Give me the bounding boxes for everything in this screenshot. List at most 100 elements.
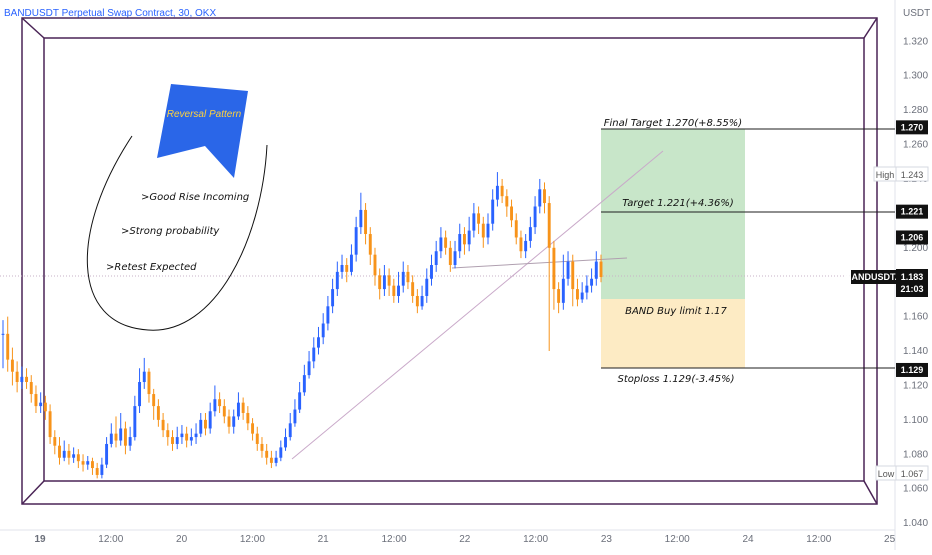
y-tick-label: 1.040 — [903, 518, 928, 529]
candle-body — [590, 278, 594, 286]
frame-corner — [863, 480, 878, 505]
candle-body — [284, 437, 287, 448]
candle-body — [142, 371, 146, 383]
candle-body — [53, 437, 57, 446]
countdown-label: 21:03 — [900, 284, 923, 294]
candle-body — [453, 251, 457, 265]
candle-body — [486, 223, 490, 238]
candle-body — [335, 271, 339, 290]
candle-body — [349, 254, 353, 272]
candle-body — [171, 437, 174, 444]
candle-body — [279, 447, 283, 458]
candle-body — [345, 265, 349, 272]
candle-body — [185, 433, 189, 441]
low-value-tag — [895, 465, 929, 481]
candle-body — [317, 337, 320, 348]
candle-body — [571, 261, 575, 290]
candle-body — [288, 423, 292, 438]
candle-body — [434, 251, 438, 265]
candle-body — [538, 189, 542, 207]
candle-body — [76, 454, 80, 462]
candle-body — [420, 295, 424, 307]
candle-body — [547, 203, 551, 248]
level-price-label: 1.129 — [901, 365, 924, 375]
candle-body — [236, 402, 240, 417]
level-price-label: 1.221 — [901, 207, 924, 217]
candle-body — [298, 392, 302, 410]
x-tick-label: 21 — [318, 534, 330, 545]
candle-body — [524, 240, 528, 252]
candle-body — [114, 433, 118, 441]
candle-body — [462, 234, 466, 245]
candle-body — [557, 289, 561, 303]
candle-body — [10, 359, 14, 372]
level-price-tag — [896, 362, 928, 377]
x-tick-label: 12:00 — [806, 534, 831, 545]
level-price-tag — [896, 120, 928, 135]
candle-body — [401, 271, 405, 286]
candle-body — [302, 375, 306, 393]
y-tick-label: 1.320 — [903, 36, 928, 47]
candle-body — [1, 333, 5, 335]
candle-body — [448, 247, 452, 265]
candle-body — [109, 433, 113, 444]
candle-body — [156, 406, 160, 420]
candle-body — [48, 411, 52, 438]
candle-body — [180, 433, 184, 438]
candle-body — [368, 234, 372, 255]
candle-body — [166, 430, 170, 438]
buy-limit-label: BAND Buy limit 1.17 — [625, 306, 727, 317]
candle-body — [58, 445, 61, 458]
y-tick-label: 1.300 — [903, 71, 928, 82]
x-tick-label: 20 — [176, 534, 188, 545]
candle-body — [255, 433, 259, 444]
candle-body — [331, 289, 335, 307]
candle-body — [472, 213, 476, 231]
candle-body — [218, 399, 222, 407]
candle-body — [510, 206, 513, 221]
candle-body — [175, 437, 179, 444]
candle-body — [128, 437, 132, 446]
frame-inner — [43, 37, 865, 482]
candle-body — [326, 306, 330, 324]
y-tick-label: 1.160 — [903, 312, 928, 323]
candle-body — [552, 247, 556, 290]
x-tick-label: 22 — [459, 534, 471, 545]
candle-body — [439, 237, 443, 252]
candle-body — [519, 237, 523, 252]
candle-body — [29, 382, 33, 395]
profit-zone — [601, 129, 745, 299]
candle-body — [260, 443, 264, 451]
candle-body — [373, 254, 377, 276]
reversal-pattern-label: Reversal Pattern — [167, 109, 242, 120]
candle-body — [133, 406, 137, 438]
decorative-frame — [21, 17, 878, 505]
y-tick-label: 1.260 — [903, 140, 928, 151]
last-price-label: 1.183 — [901, 272, 924, 282]
neckline — [451, 257, 628, 269]
y-tick-label: 1.200 — [903, 243, 928, 254]
candle-body — [477, 213, 481, 224]
candle-body — [495, 185, 499, 200]
candle-body — [382, 275, 386, 290]
high-value-tag — [895, 166, 929, 182]
candle-body — [119, 428, 123, 441]
candle-body — [481, 223, 485, 238]
note-strong-probability: >Strong probability — [121, 226, 220, 237]
candle-body — [81, 461, 85, 465]
note-good-rise: >Good Rise Incoming — [141, 192, 249, 203]
candle-body — [312, 347, 316, 362]
candle-body — [199, 419, 203, 434]
price-tags: 1.270 1.221 1.206 1.129 — [896, 120, 928, 377]
candle-body — [425, 278, 429, 296]
y-tick-label: 1.080 — [903, 449, 928, 460]
candle-body — [20, 376, 24, 383]
candle-body — [415, 295, 419, 307]
y-tick-label: 1.120 — [903, 380, 928, 391]
candle-body — [194, 433, 198, 438]
x-tick-label: 23 — [601, 534, 613, 545]
candle-body — [500, 185, 504, 197]
candle-body — [222, 406, 226, 417]
